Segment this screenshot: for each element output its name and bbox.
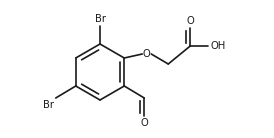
Text: O: O [142,49,150,59]
Text: O: O [140,118,148,128]
Text: Br: Br [95,14,105,24]
Text: Br: Br [43,100,54,110]
Text: O: O [186,16,194,26]
Text: OH: OH [210,41,226,51]
